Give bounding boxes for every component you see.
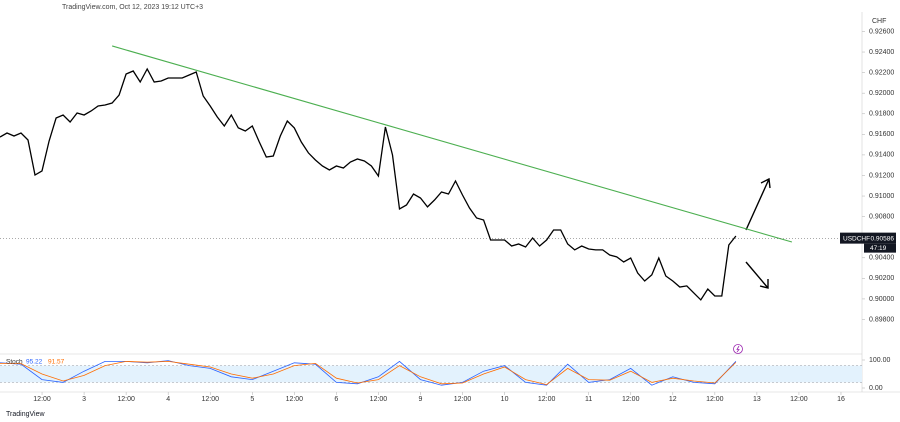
x-tick-label: 12 xyxy=(669,396,677,403)
trendline xyxy=(111,45,793,243)
arrows xyxy=(745,177,771,289)
x-tick-label: 12:00 xyxy=(286,396,304,403)
x-tick-label: 3 xyxy=(82,396,86,403)
y-tick-label: 0.91200 xyxy=(869,172,894,179)
y-tick-label: 0.89800 xyxy=(869,316,894,323)
up-arrow xyxy=(745,177,771,231)
brand: TradingView xyxy=(6,411,45,418)
y-tick-label: 0.91400 xyxy=(869,152,894,159)
price-line xyxy=(0,360,737,386)
x-tick-label: 12:00 xyxy=(454,396,472,403)
y-tick-label: 0.90800 xyxy=(869,213,894,220)
x-tick-label: 12:00 xyxy=(201,396,219,403)
y-tick-label: 0.90400 xyxy=(869,255,894,262)
countdown-box xyxy=(864,243,896,253)
price-line xyxy=(0,67,737,301)
x-tick-label: 12:00 xyxy=(370,396,388,403)
x-tick-label: 12:00 xyxy=(622,396,640,403)
y-tick-label: 0.92000 xyxy=(869,90,894,97)
x-tick-label: 5 xyxy=(250,396,254,403)
countdown: 47:19 xyxy=(870,245,887,252)
price-label-box xyxy=(840,232,896,244)
x-tick-label: 12:00 xyxy=(790,396,808,403)
y-tick-label: 0.91800 xyxy=(869,111,894,118)
x-tick-label: 12:00 xyxy=(33,396,51,403)
x-tick-label: 13 xyxy=(753,396,761,403)
y-tick-label: 0.92400 xyxy=(869,49,894,56)
x-tick-label: 10 xyxy=(501,396,509,403)
indicator-title: Stoch xyxy=(6,359,23,366)
indicator-value: 91.57 xyxy=(48,359,65,366)
indicator-value: 95.22 xyxy=(26,359,43,366)
x-tick-label: 6 xyxy=(334,396,338,403)
header-title: TradingView.com, Oct 12, 2023 19:12 UTC+… xyxy=(62,4,203,11)
stoch-band xyxy=(0,365,862,383)
price-line xyxy=(0,360,737,386)
last-price-label: 0.90586 xyxy=(871,235,895,242)
y-tick-label: 0.91600 xyxy=(869,131,894,138)
y-tick-label: 0.92200 xyxy=(869,69,894,76)
down-arrow xyxy=(745,261,769,289)
x-tick-label: 11 xyxy=(585,396,592,403)
symbol-label: USDCHF xyxy=(843,235,870,242)
y-tick-label: 100.00 xyxy=(869,357,891,364)
y-tick-label: 0.90000 xyxy=(869,296,894,303)
currency: CHF xyxy=(872,18,886,25)
y-tick-label: 0.91000 xyxy=(869,193,894,200)
x-tick-label: 12:00 xyxy=(538,396,556,403)
x-tick-label: 9 xyxy=(419,396,423,403)
y-tick-label: 0.90200 xyxy=(869,275,894,282)
x-tick-label: 12:00 xyxy=(117,396,135,403)
alert-icon xyxy=(733,344,743,354)
x-tick-label: 4 xyxy=(166,396,170,403)
y-tick-label: 0.92600 xyxy=(869,28,894,35)
x-tick-label: 16 xyxy=(837,396,845,403)
x-tick-label: 12:00 xyxy=(706,396,724,403)
y-tick-label: 0.00 xyxy=(869,385,883,392)
